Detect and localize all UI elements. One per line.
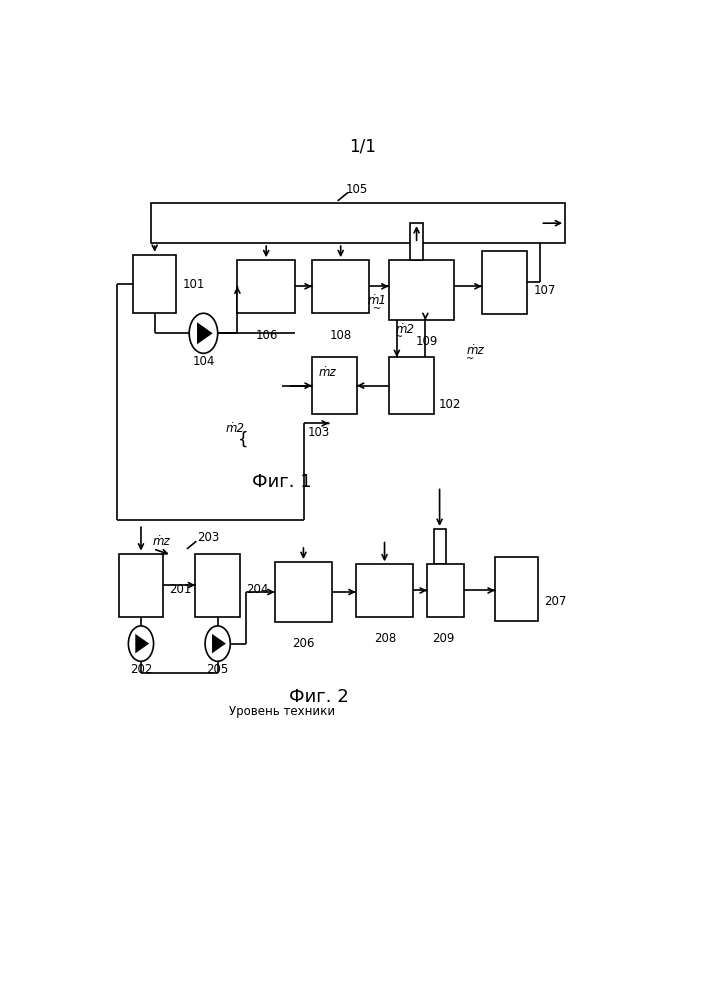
Bar bbox=[389, 357, 433, 414]
Text: Фиг. 2: Фиг. 2 bbox=[288, 688, 349, 706]
Text: 107: 107 bbox=[533, 284, 556, 297]
Text: 106: 106 bbox=[255, 329, 278, 342]
Text: 202: 202 bbox=[130, 663, 152, 676]
Text: ṁ2: ṁ2 bbox=[395, 323, 414, 336]
Text: ṁ1: ṁ1 bbox=[368, 294, 387, 307]
Text: 105: 105 bbox=[346, 183, 368, 196]
Bar bbox=[134, 255, 176, 312]
Bar bbox=[151, 203, 565, 243]
Text: 205: 205 bbox=[206, 663, 229, 676]
Bar bbox=[410, 223, 423, 260]
Text: 203: 203 bbox=[197, 531, 219, 544]
Text: {: { bbox=[238, 431, 249, 449]
Text: Уровень техники: Уровень техники bbox=[229, 705, 335, 718]
Text: ~: ~ bbox=[373, 304, 381, 314]
Bar bbox=[275, 562, 332, 622]
Polygon shape bbox=[212, 634, 226, 653]
Text: 209: 209 bbox=[432, 632, 455, 645]
Text: 204: 204 bbox=[246, 583, 269, 596]
Text: 108: 108 bbox=[330, 329, 352, 342]
Circle shape bbox=[205, 626, 230, 661]
Text: ṁz: ṁz bbox=[467, 344, 484, 358]
Text: ~: ~ bbox=[395, 332, 403, 342]
Text: ṁ2: ṁ2 bbox=[225, 422, 244, 434]
Text: 103: 103 bbox=[308, 426, 330, 439]
Bar bbox=[312, 357, 357, 414]
Bar bbox=[433, 529, 445, 564]
Bar bbox=[119, 554, 163, 617]
Text: 201: 201 bbox=[170, 583, 192, 596]
Text: 207: 207 bbox=[544, 595, 566, 608]
Circle shape bbox=[189, 313, 218, 353]
Text: 102: 102 bbox=[439, 398, 462, 411]
Bar bbox=[427, 564, 464, 617]
Text: ~: ~ bbox=[467, 354, 474, 364]
Bar bbox=[495, 557, 538, 620]
Polygon shape bbox=[135, 634, 149, 653]
Text: 109: 109 bbox=[415, 335, 438, 348]
Polygon shape bbox=[197, 322, 213, 344]
Bar bbox=[238, 260, 295, 312]
Text: ṁz: ṁz bbox=[319, 366, 336, 379]
Text: 208: 208 bbox=[374, 632, 396, 645]
Bar bbox=[389, 260, 455, 320]
Text: 206: 206 bbox=[293, 637, 315, 650]
Text: 1/1: 1/1 bbox=[349, 138, 376, 156]
Bar bbox=[356, 564, 414, 617]
Bar bbox=[312, 260, 370, 312]
Bar bbox=[481, 251, 527, 314]
Text: Фиг. 1: Фиг. 1 bbox=[252, 473, 312, 491]
Text: 104: 104 bbox=[192, 355, 215, 368]
Circle shape bbox=[129, 626, 153, 661]
Bar bbox=[195, 554, 240, 617]
Text: ṁz: ṁz bbox=[153, 535, 170, 548]
Text: 101: 101 bbox=[182, 278, 205, 291]
